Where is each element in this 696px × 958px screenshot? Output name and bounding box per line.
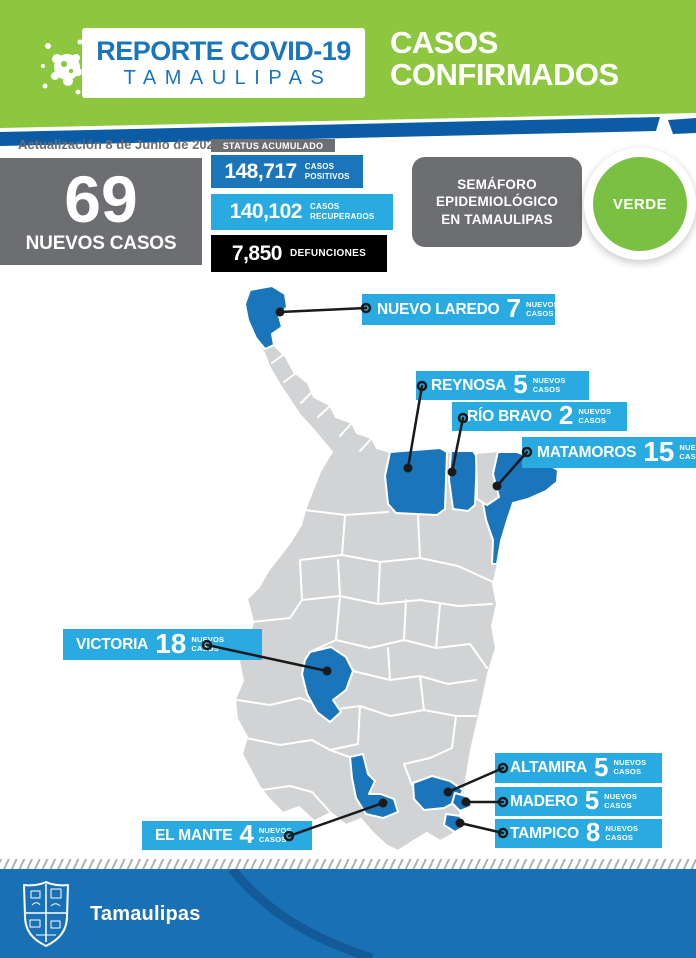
recuperados-label: CASOS RECUPERADOS bbox=[309, 202, 375, 221]
status-box-recuperados: 140,102 CASOS RECUPERADOS bbox=[211, 194, 393, 230]
municipality-altamira bbox=[412, 775, 464, 811]
new-cases-label: NUEVOS CASOS bbox=[25, 232, 177, 254]
footer-bar: Tamaulipas bbox=[0, 869, 696, 958]
status-box-positivos: 148,717 CASOS POSITIVOS bbox=[211, 155, 363, 188]
footer-arc-decoration bbox=[228, 869, 374, 958]
semaforo-level-badge: VERDE bbox=[593, 157, 687, 251]
new-cases-box: 69 NUEVOS CASOS bbox=[0, 158, 202, 265]
new-cases-value: 69 bbox=[64, 162, 138, 237]
status-title-bar: STATUS ACUMULADO bbox=[211, 139, 335, 152]
map-label-victoria: VICTORIA 18 NUEVOS CASOS bbox=[63, 628, 262, 660]
map-label-nuevo-laredo: NUEVO LAREDO 7 NUEVOS CASOS bbox=[362, 293, 559, 325]
logo-title: REPORTE COVID-19 bbox=[96, 36, 351, 66]
map-label-tampico: TAMPICO 8 NUEVOS CASOS bbox=[495, 817, 662, 848]
virus-icon bbox=[41, 39, 83, 95]
footer-brand: Tamaulipas bbox=[90, 903, 201, 925]
positivos-value: 148,717 bbox=[224, 159, 297, 183]
map-label-el-mante: EL MANTE 4 NUEVOS CASOS bbox=[142, 819, 312, 850]
page-title: CASOS CONFIRMADOS bbox=[390, 25, 619, 93]
footer-divider-hatch bbox=[0, 859, 696, 869]
recuperados-value: 140,102 bbox=[229, 200, 303, 223]
municipality-matamoros bbox=[478, 451, 559, 565]
defunciones-value: 7,850 bbox=[231, 241, 283, 265]
positivos-label: CASOS POSITIVOS bbox=[304, 161, 350, 181]
status-box-defunciones: 7,850 DEFUNCIONES bbox=[211, 235, 387, 272]
municipality-tampico bbox=[443, 813, 466, 833]
semaforo-circle: VERDE bbox=[584, 148, 696, 260]
map-label-altamira: ALTAMIRA 5 NUEVOS CASOS bbox=[495, 752, 662, 783]
semaforo-level: VERDE bbox=[612, 195, 668, 213]
municipality-reynosa bbox=[384, 447, 448, 516]
municipality-valle-hermoso bbox=[475, 450, 500, 506]
municipality-madero bbox=[451, 792, 473, 812]
map-label-reynosa: REYNOSA 5 NUEVOS CASOS bbox=[416, 369, 589, 400]
defunciones-label: DEFUNCIONES bbox=[289, 248, 367, 259]
logo-subtitle: TAMAULIPAS bbox=[123, 67, 333, 89]
leader-line-nuevo-laredo bbox=[278, 306, 368, 314]
municipality-rio-bravo bbox=[448, 450, 478, 512]
municipality-el-mante bbox=[349, 753, 399, 819]
municipality-victoria bbox=[301, 646, 354, 723]
page-title-line1: CASOS bbox=[390, 25, 498, 60]
tamaulipas-seal-icon bbox=[23, 881, 69, 947]
logo-box: REPORTE COVID-19 TAMAULIPAS bbox=[82, 28, 365, 98]
municipality-nuevo-laredo bbox=[244, 285, 288, 350]
semaforo-box: SEMÁFORO EPIDEMIOLÓGICO EN TAMAULIPAS bbox=[412, 157, 582, 247]
page-title-line2: CONFIRMADOS bbox=[390, 57, 619, 93]
map-label-rio-bravo: RÍO BRAVO 2 NUEVOS CASOS bbox=[452, 400, 627, 431]
map-label-madero: MADERO 5 NUEVOS CASOS bbox=[495, 785, 662, 816]
update-date-label: Actualización 8 de Junio de 2022 bbox=[18, 137, 222, 152]
